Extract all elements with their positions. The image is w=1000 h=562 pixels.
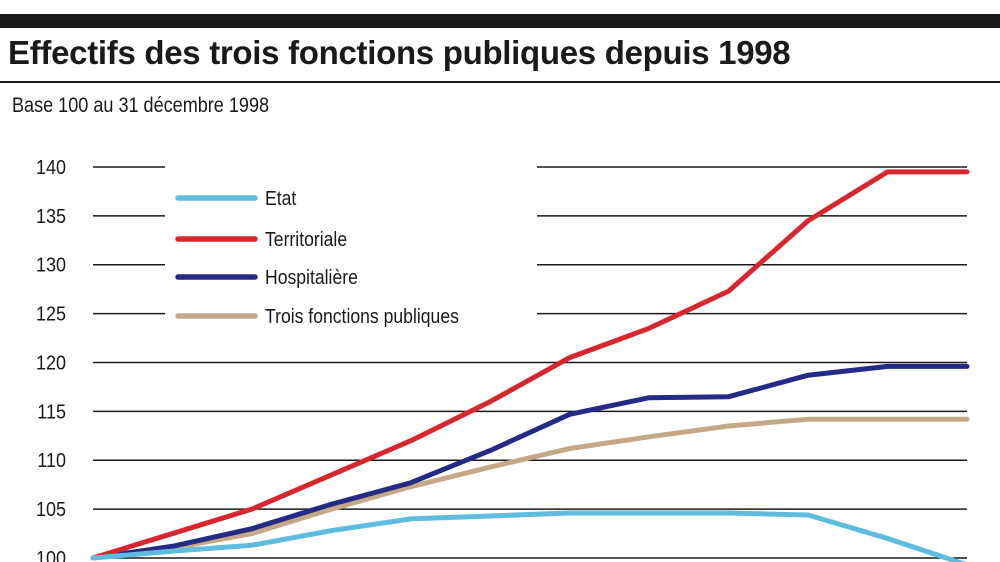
legend-label-trois-fonctions-publiques: Trois fonctions publiques <box>265 305 459 327</box>
chart-subtitle: Base 100 au 31 décembre 1998 <box>12 94 270 117</box>
y-tick-label-105: 105 <box>36 499 66 521</box>
y-tick-label-140: 140 <box>36 157 66 179</box>
legend-label-territoriale: Territoriale <box>265 228 347 250</box>
y-tick-label-110: 110 <box>37 450 66 472</box>
top-rule <box>0 14 1000 28</box>
series-line-etat <box>90 510 967 562</box>
y-tick-label-130: 130 <box>36 255 66 277</box>
y-tick-label-100: 100 <box>36 548 66 562</box>
y-tick-label-135: 135 <box>36 206 66 228</box>
series-line-hospitali-re <box>90 363 970 561</box>
y-tick-label-125: 125 <box>36 304 66 326</box>
series-line-trois-fonctions-publiques <box>90 416 970 561</box>
y-tick-label-120: 120 <box>36 353 66 375</box>
title-rule <box>0 81 1000 83</box>
series-line-territoriale <box>90 169 970 561</box>
y-tick-label-115: 115 <box>37 402 66 424</box>
legend-label-etat: Etat <box>265 187 297 209</box>
chart-title: Effectifs des trois fonctions publiques … <box>8 34 791 71</box>
legend-label-hospitali-re: Hospitalière <box>265 266 358 288</box>
